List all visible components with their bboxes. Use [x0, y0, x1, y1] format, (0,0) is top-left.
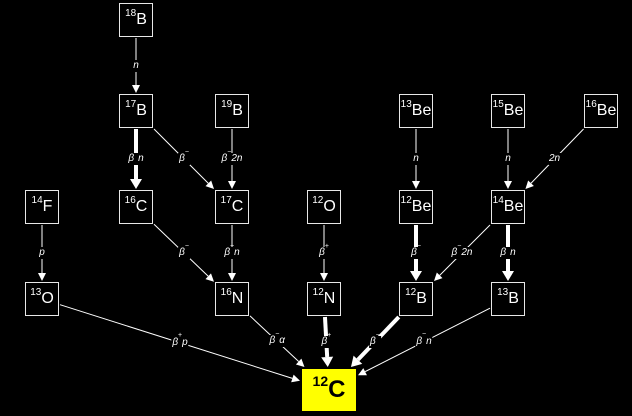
decay-mode-sign: −	[184, 242, 189, 250]
decay-mode-sign: −	[375, 331, 380, 339]
arrowhead	[130, 179, 142, 189]
decay-mode-sign: −	[184, 148, 189, 156]
arrowhead	[410, 271, 422, 281]
arrowhead	[228, 273, 236, 281]
decay-mode-sign: −	[506, 242, 511, 250]
arrowhead	[504, 181, 512, 189]
node-beryllium-12: 12 Be	[399, 190, 433, 224]
node-oxygen-12: 12 O	[307, 190, 341, 224]
arrowhead	[502, 271, 514, 281]
arrowhead	[350, 355, 363, 367]
decay-mode-sign: −	[227, 148, 232, 156]
decay-mode-sign: +	[327, 331, 332, 339]
decay-mode-symbol: β	[416, 335, 423, 347]
decay-mode-sign: +	[324, 242, 329, 250]
decay-mode-label: β−n	[499, 243, 517, 259]
decay-mode-label: β−	[410, 243, 422, 259]
decay-mode-sign: −	[457, 242, 462, 250]
decay-mode-label: n	[412, 153, 420, 165]
node-boron-17: 17 B	[119, 94, 153, 128]
node-beryllium-16: 16 Be	[584, 94, 618, 128]
arrowhead	[205, 180, 214, 189]
arrowhead	[205, 273, 214, 282]
arrowhead	[295, 358, 305, 367]
decay-mode-emission: n	[234, 247, 240, 258]
node-carbon-16: 16 C	[119, 190, 153, 224]
decay-mode-symbol: β	[172, 336, 179, 348]
node-beryllium-14: 14 Be	[491, 190, 525, 224]
decay-mode-symbol: β	[224, 247, 231, 258]
arrowhead	[291, 374, 300, 383]
decay-mode-symbol: β	[128, 153, 135, 164]
node-oxygen-13: 13 O	[25, 282, 59, 316]
arrowhead	[132, 85, 140, 93]
decay-mode-emission: p	[182, 336, 188, 348]
decay-mode-symbol: n	[133, 59, 139, 71]
decay-mode-label: β−n	[415, 331, 433, 348]
decay-mode-label: β−2n	[220, 149, 244, 165]
decay-mode-symbol: β	[319, 247, 325, 258]
decay-mode-label: β+p	[171, 332, 189, 349]
arrowhead	[358, 368, 367, 376]
decay-mode-emission: n	[510, 247, 516, 258]
decay-mode-symbol: n	[413, 153, 419, 164]
decay-mode-symbol: n	[505, 153, 511, 164]
decay-mode-emission: n	[426, 335, 432, 347]
node-nitrogen-12: 12 N	[307, 282, 341, 316]
node-nitrogen-16: 16 N	[215, 282, 249, 316]
arrowhead	[525, 180, 534, 189]
decay-mode-symbol: β	[321, 336, 328, 347]
arrowhead	[320, 273, 328, 281]
arrowhead	[412, 181, 420, 189]
arrowhead	[434, 272, 443, 281]
decay-mode-label: β+	[318, 243, 330, 259]
decay-mode-symbol: β	[221, 153, 228, 164]
decay-mode-symbol: β	[500, 247, 507, 258]
decay-mode-symbol: p	[39, 247, 45, 258]
node-carbon-12-target: 12 C	[301, 368, 357, 412]
decay-mode-emission: 2n	[231, 153, 243, 164]
decay-mode-label: β−	[178, 149, 190, 165]
decay-mode-sign: −	[422, 331, 427, 339]
decay-mode-label: p	[38, 247, 46, 259]
decay-mode-label: 2n	[547, 153, 562, 165]
node-beryllium-15: 15 Be	[491, 94, 525, 128]
decay-mode-label: β−n	[127, 149, 145, 165]
decay-mode-sign: −	[134, 148, 139, 156]
decay-mode-symbol: β	[179, 153, 185, 164]
node-boron-19: 19 B	[215, 94, 249, 128]
node-fluorine-14: 14 F	[25, 190, 59, 224]
decay-mode-symbol: β	[411, 247, 417, 258]
arrowhead	[38, 273, 46, 281]
decay-mode-sign: −	[416, 242, 421, 250]
node-boron-13: 13 B	[491, 282, 525, 316]
arrowhead	[228, 181, 236, 189]
decay-mode-label: n	[132, 59, 140, 72]
node-boron-12: 12 B	[399, 282, 433, 316]
node-boron-18: 18 B	[119, 3, 153, 37]
decay-mode-label: β−	[178, 243, 190, 259]
decay-mode-symbol: β	[269, 335, 276, 347]
decay-mode-emission: 2n	[461, 247, 473, 258]
decay-mode-emission: n	[138, 153, 144, 164]
node-beryllium-13: 13 Be	[399, 94, 433, 128]
decay-mode-label: β−	[368, 332, 381, 348]
decay-mode-symbol: 2n	[548, 153, 561, 164]
decay-mode-sign: −	[230, 242, 235, 250]
decay-mode-symbol: β	[451, 247, 458, 258]
decay-mode-symbol: β	[179, 247, 185, 258]
decay-mode-symbol: β	[369, 336, 376, 347]
node-carbon-17: 17 C	[215, 190, 249, 224]
arrowhead	[321, 356, 334, 367]
decay-mode-label: β−2n	[450, 243, 474, 259]
decay-mode-label: β+	[320, 332, 333, 348]
decay-mode-emission: α	[279, 335, 285, 347]
decay-mode-sign: +	[178, 332, 183, 340]
decay-mode-label: β−n	[223, 243, 241, 259]
decay-mode-sign: −	[275, 331, 280, 339]
decay-mode-label: n	[504, 153, 512, 165]
decay-mode-label: β−α	[268, 331, 286, 348]
